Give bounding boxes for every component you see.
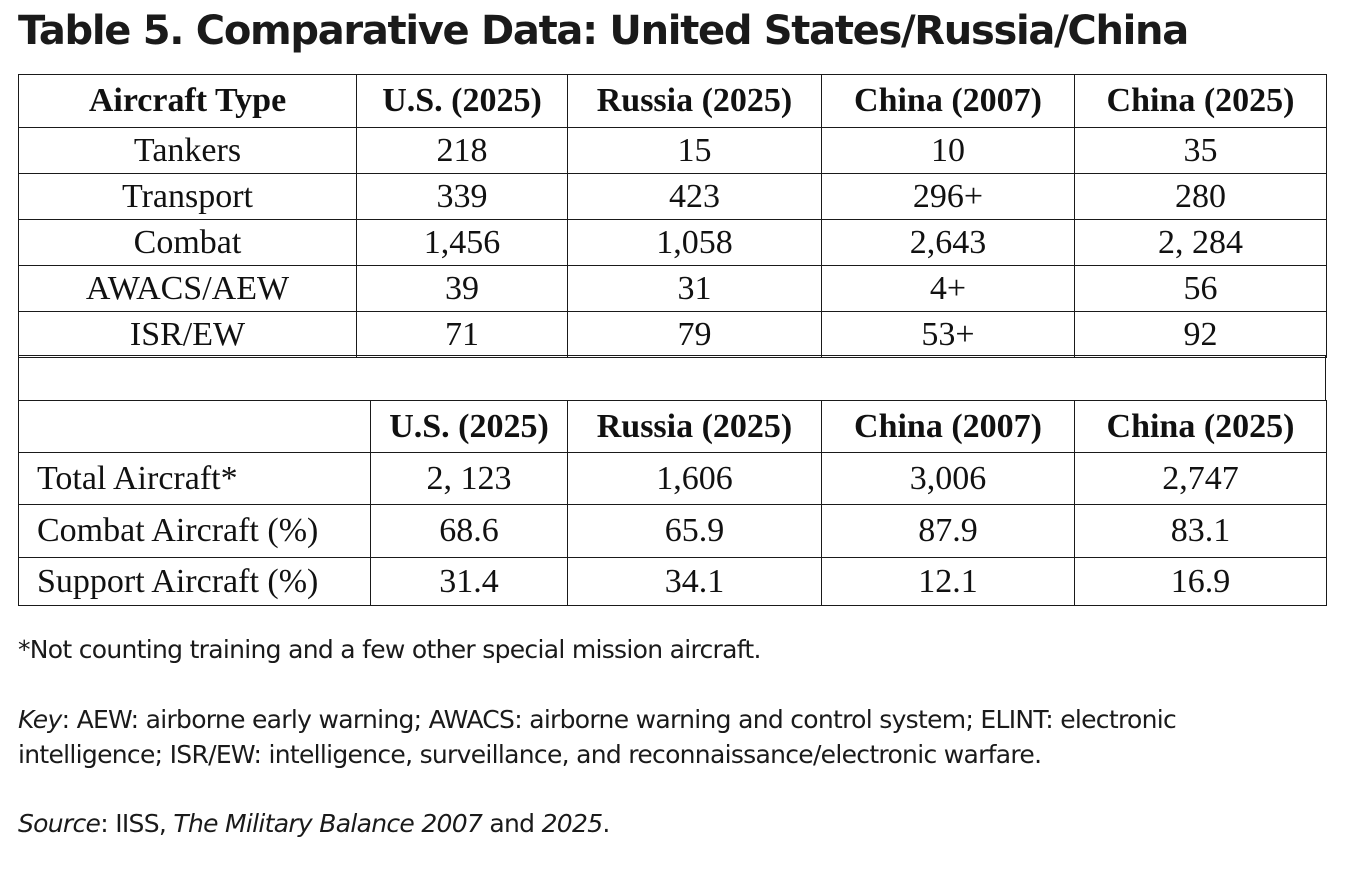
table-cell: 71 [356, 311, 568, 358]
source-publication-year: 2025 [541, 809, 604, 838]
table-cell: 87.9 [821, 504, 1075, 558]
column-header [18, 400, 371, 453]
table-cell: 39 [356, 265, 568, 312]
table-row: Combat Aircraft (%) 68.6 65.9 87.9 83.1 [18, 504, 1327, 558]
table-cell: 31.4 [370, 557, 568, 606]
source-label: Source [18, 809, 101, 838]
table-cell: 79 [567, 311, 822, 358]
table-header-row: U.S. (2025) Russia (2025) China (2007) C… [18, 400, 1327, 453]
table-row: Combat 1,456 1,058 2,643 2, 284 [18, 219, 1327, 266]
column-header: Russia (2025) [567, 74, 822, 128]
table-cell: 2,643 [821, 219, 1075, 266]
table-row: Support Aircraft (%) 31.4 34.1 12.1 16.9 [18, 557, 1327, 606]
table-cell: 280 [1074, 173, 1327, 220]
table-cell: 68.6 [370, 504, 568, 558]
row-label: AWACS/AEW [18, 265, 357, 312]
table-cell: 2, 284 [1074, 219, 1327, 266]
table-cell: 4+ [821, 265, 1075, 312]
row-label: Support Aircraft (%) [18, 557, 371, 606]
table-cell: 31 [567, 265, 822, 312]
table-footnote: *Not counting training and a few other s… [18, 635, 761, 664]
table-cell: 2, 123 [370, 452, 568, 505]
source-text: . [602, 809, 610, 838]
table-cell: 56 [1074, 265, 1327, 312]
row-label: ISR/EW [18, 311, 357, 358]
table-cell: 218 [356, 127, 568, 174]
column-header: U.S. (2025) [370, 400, 568, 453]
table-row: ISR/EW 71 79 53+ 92 [18, 311, 1327, 358]
source-note: Source: IISS, The Military Balance 2007 … [18, 806, 610, 841]
column-header: Aircraft Type [18, 74, 357, 128]
table-spacer-row [18, 355, 1326, 401]
table-cell: 2,747 [1074, 452, 1327, 505]
table-row: Total Aircraft* 2, 123 1,606 3,006 2,747 [18, 452, 1327, 505]
column-header: China (2025) [1074, 74, 1327, 128]
table-row: Tankers 218 15 10 35 [18, 127, 1327, 174]
table-cell: 15 [567, 127, 822, 174]
row-label: Total Aircraft* [18, 452, 371, 505]
source-publication-title: The Military Balance 2007 [173, 809, 483, 838]
column-header: China (2007) [821, 74, 1075, 128]
table-cell: 92 [1074, 311, 1327, 358]
key-text-continued: intelligence; ISR/EW: intelligence, surv… [18, 740, 1042, 769]
table-cell: 83.1 [1074, 504, 1327, 558]
table-cell: 10 [821, 127, 1075, 174]
table-cell: 34.1 [567, 557, 822, 606]
key-label: Key [18, 705, 62, 734]
table-cell: 12.1 [821, 557, 1075, 606]
table-cell: 1,058 [567, 219, 822, 266]
column-header: Russia (2025) [567, 400, 822, 453]
row-label: Tankers [18, 127, 357, 174]
aircraft-share-table: U.S. (2025) Russia (2025) China (2007) C… [18, 400, 1327, 606]
page-title: Table 5. Comparative Data: United States… [18, 8, 1189, 54]
column-header: China (2007) [821, 400, 1075, 453]
table-header-row: Aircraft Type U.S. (2025) Russia (2025) … [18, 74, 1327, 128]
table-row: AWACS/AEW 39 31 4+ 56 [18, 265, 1327, 312]
table-cell: 1,456 [356, 219, 568, 266]
aircraft-type-table: Aircraft Type U.S. (2025) Russia (2025) … [18, 74, 1327, 358]
row-label: Combat Aircraft (%) [18, 504, 371, 558]
source-text: and [482, 809, 542, 838]
column-header: U.S. (2025) [356, 74, 568, 128]
table-cell: 296+ [821, 173, 1075, 220]
table-cell: 3,006 [821, 452, 1075, 505]
row-label: Transport [18, 173, 357, 220]
table-cell: 35 [1074, 127, 1327, 174]
table-row: Transport 339 423 296+ 280 [18, 173, 1327, 220]
column-header: China (2025) [1074, 400, 1327, 453]
table-cell: 339 [356, 173, 568, 220]
abbreviation-key: Key: AEW: airborne early warning; AWACS:… [18, 702, 1177, 772]
table-cell: 16.9 [1074, 557, 1327, 606]
table-cell: 53+ [821, 311, 1075, 358]
row-label: Combat [18, 219, 357, 266]
source-text: : IISS, [100, 809, 174, 838]
table-cell: 423 [567, 173, 822, 220]
table-cell: 1,606 [567, 452, 822, 505]
key-text: : AEW: airborne early warning; AWACS: ai… [61, 705, 1177, 734]
table-cell: 65.9 [567, 504, 822, 558]
